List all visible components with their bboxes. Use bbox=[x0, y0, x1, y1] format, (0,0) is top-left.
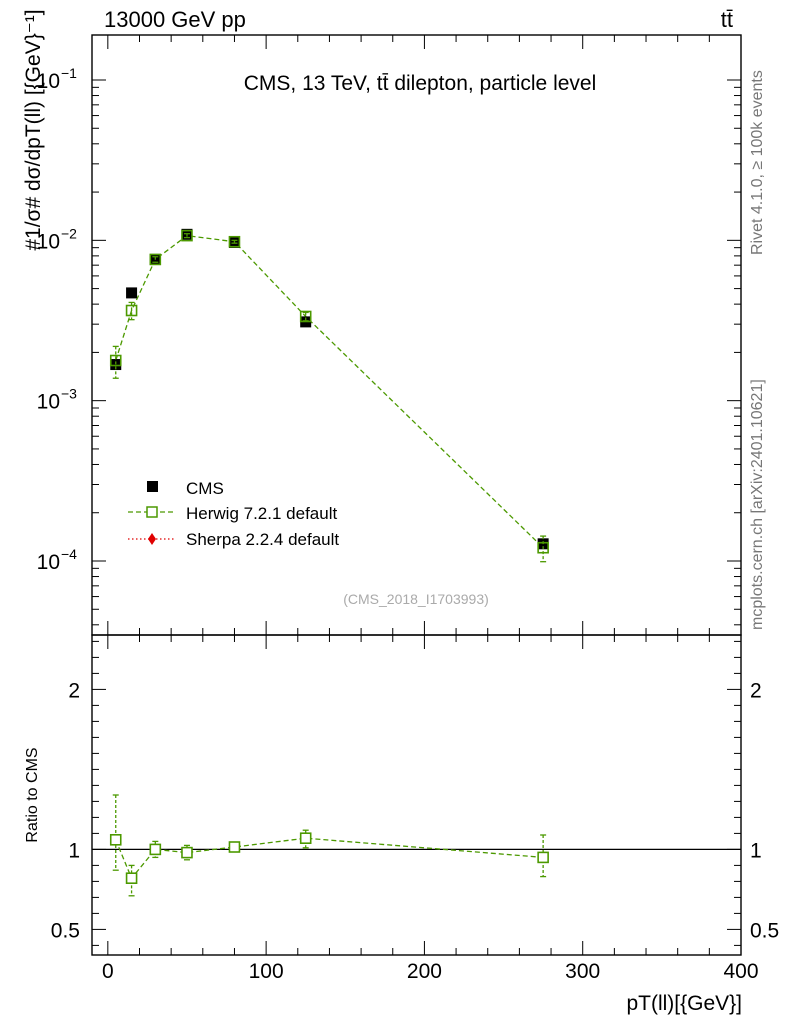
ratio-axis-ticks: 0.5 0.5 1 1 2 2 0 100 200 300 400 bbox=[51, 635, 779, 983]
ratio-y-axis-label: Ratio to CMS bbox=[24, 747, 41, 842]
ratio-y-tick-label-right: 1 bbox=[750, 839, 762, 862]
analysis-watermark: (CMS_2018_I1703993) bbox=[343, 591, 489, 607]
main-axis-ticks: 10−110−210−310−4 bbox=[37, 35, 742, 635]
legend-marker-cms bbox=[147, 481, 158, 492]
herwig-ratio-point bbox=[149, 843, 162, 856]
main-series-layer bbox=[109, 228, 549, 563]
x-tick-label: 300 bbox=[565, 960, 600, 983]
x-tick-label: 0 bbox=[102, 960, 114, 983]
main-y-tick-exponent: −4 bbox=[61, 546, 77, 562]
legend-marker-sherpa bbox=[148, 533, 156, 545]
legend-label-herwig: Herwig 7.2.1 default bbox=[186, 504, 337, 523]
rivet-version-label: Rivet 4.1.0, ≥ 100k events bbox=[749, 70, 766, 255]
herwig-ratio-point bbox=[228, 841, 241, 853]
x-tick-label: 200 bbox=[407, 960, 442, 983]
ratio-y-tick-label-right: 0.5 bbox=[750, 919, 779, 942]
ratio-y-tick-label-right: 2 bbox=[750, 679, 762, 702]
herwig-ratio-point bbox=[299, 832, 312, 845]
main-y-tick-label: 10 bbox=[37, 551, 60, 574]
herwig-point bbox=[537, 541, 549, 554]
herwig-ratio-point bbox=[125, 872, 138, 885]
herwig-point bbox=[181, 229, 193, 242]
main-y-tick-exponent: −3 bbox=[61, 386, 77, 402]
main-y-tick-exponent: −2 bbox=[61, 225, 77, 241]
x-tick-label: 100 bbox=[249, 960, 284, 983]
ratio-series-layer bbox=[109, 794, 549, 897]
main-y-axis-label: #1/σ# dσ/dpT(ll) [{GeV}⁻¹] bbox=[22, 9, 45, 250]
header-process-label: tt̄ bbox=[721, 7, 733, 32]
x-tick-label: 400 bbox=[723, 960, 758, 983]
herwig-ratio-point bbox=[537, 851, 549, 864]
ratio-panel-frame bbox=[91, 634, 742, 956]
herwig-ratio-point bbox=[181, 846, 193, 859]
herwig-point bbox=[149, 253, 162, 266]
herwig-line bbox=[115, 234, 544, 549]
herwig-ratio-point bbox=[109, 833, 122, 846]
ratio-y-tick-label: 2 bbox=[68, 679, 80, 702]
legend-label-sherpa: Sherpa 2.2.4 default bbox=[186, 530, 339, 549]
herwig-ratio-line bbox=[115, 837, 544, 880]
legend-marker-herwig bbox=[146, 506, 158, 518]
herwig-point bbox=[109, 354, 122, 367]
herwig-point bbox=[228, 235, 241, 248]
legend: CMS Herwig 7.2.1 default Sherpa 2.2.4 de… bbox=[128, 479, 339, 549]
main-y-tick-label: 10 bbox=[37, 230, 60, 253]
ratio-y-tick-label: 1 bbox=[68, 839, 80, 862]
header-energy-label: 13000 GeV pp bbox=[104, 7, 246, 32]
herwig-point bbox=[299, 310, 312, 323]
cms-point bbox=[126, 287, 138, 299]
legend-label-cms: CMS bbox=[186, 479, 224, 498]
x-axis-label: pT(ll)[{GeV}] bbox=[626, 992, 742, 1015]
main-y-tick-label: 10 bbox=[37, 70, 60, 93]
herwig-point bbox=[125, 304, 138, 317]
ratio-y-tick-label: 0.5 bbox=[51, 919, 80, 942]
mcplots-reference-label: mcplots.cern.ch [arXiv:2401.10621] bbox=[749, 379, 766, 630]
main-y-tick-label: 10 bbox=[37, 391, 60, 414]
cms-point bbox=[110, 359, 122, 371]
main-y-tick-exponent: −1 bbox=[61, 65, 77, 81]
main-title: CMS, 13 TeV, tt̄ dilepton, particle leve… bbox=[244, 72, 597, 95]
